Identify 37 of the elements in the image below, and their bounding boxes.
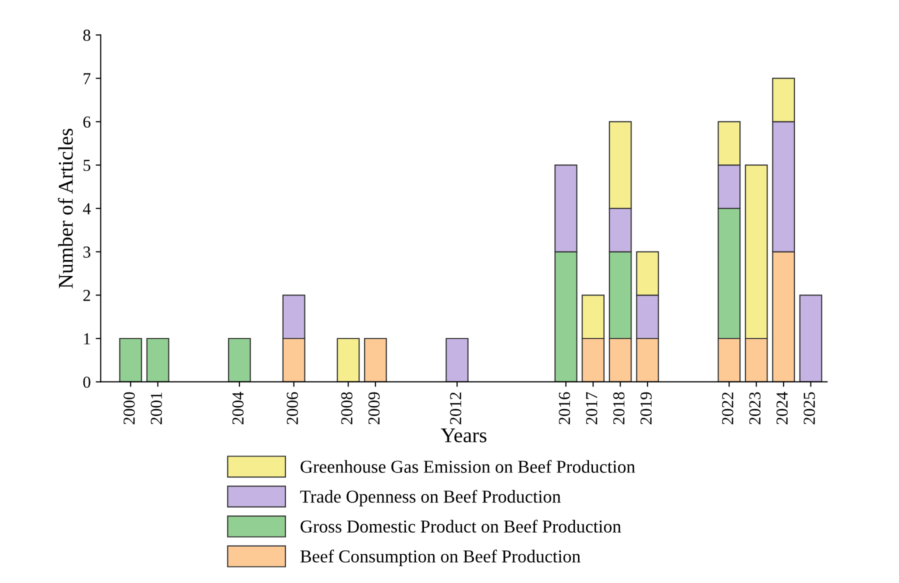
y-tick-label: 8 [83,30,90,41]
x-tick-label: 2019 [640,392,652,424]
x-tick-label: 2023 [749,392,761,424]
bar [228,338,251,382]
x-tick-label: 2008 [341,392,352,424]
x-tick-label: 2009 [368,392,380,424]
legend-label: Beef Consumption on Beef Production [300,550,580,566]
bar [446,338,469,382]
y-tick-label: 0 [83,376,90,388]
x-tick-label: 2000 [124,392,135,424]
x-tick-label: 2016 [558,392,570,424]
x-tick-label: 2017 [586,392,598,424]
legend-label: Gross Domestic Product on Beef Production [300,520,622,533]
y-tick-label: 3 [83,246,90,258]
y-tick-label: 7 [84,73,90,84]
bar [146,338,170,382]
y-tick-label: 5 [84,160,90,172]
bar [119,338,142,382]
x-tick-label: 2025 [804,392,815,424]
y-tick-label: 6 [83,116,90,128]
bar [364,338,387,382]
x-tick-label: 2006 [286,392,298,424]
bar [336,338,360,382]
x-tick-label: 2018 [613,392,624,424]
y-axis-title: Number of Articles [58,128,73,288]
y-tick-label: 4 [82,203,91,214]
legend-label: Trade Openness on Beef Production [300,490,561,506]
x-tick-label: 2001 [150,392,162,424]
legend-label: Greenhouse Gas Emission on Beef Production [300,460,636,473]
y-tick-label: 2 [83,290,90,301]
y-tick-label: 1 [84,333,90,344]
x-axis-title: Years [440,428,486,442]
bar [799,294,822,382]
x-tick-label: 2004 [232,392,244,424]
x-tick-label: 2022 [722,392,734,424]
x-tick-label: 2024 [776,392,788,424]
x-tick-label: 2012 [450,392,462,424]
